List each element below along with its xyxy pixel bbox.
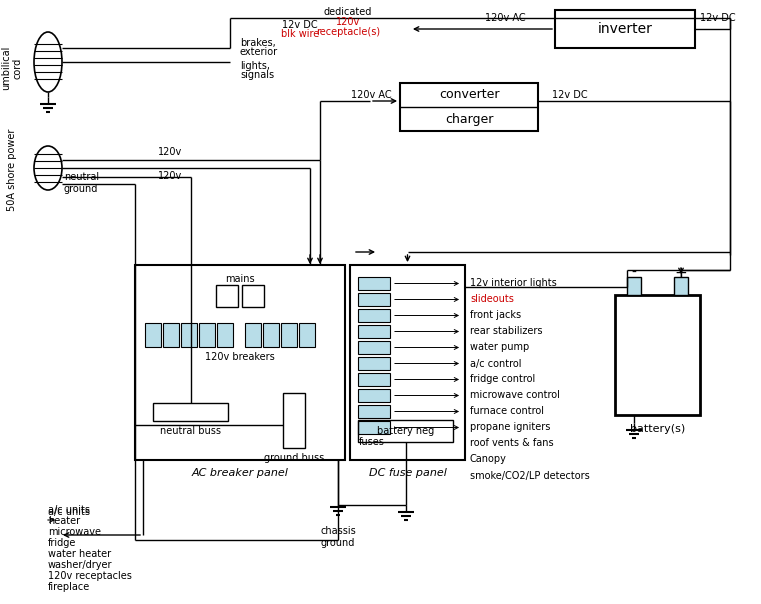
Bar <box>358 309 390 322</box>
Text: +: + <box>674 266 687 280</box>
Bar <box>358 373 390 386</box>
Bar <box>299 323 315 347</box>
Bar <box>358 420 453 442</box>
Bar <box>627 277 641 295</box>
Bar <box>135 265 345 460</box>
Bar <box>358 293 390 306</box>
Text: brakes,: brakes, <box>240 38 275 48</box>
Text: roof vents & fans: roof vents & fans <box>470 439 553 449</box>
Bar <box>615 295 700 415</box>
Text: inverter: inverter <box>597 22 652 36</box>
Text: blk wire: blk wire <box>281 29 319 39</box>
Text: fridge: fridge <box>48 538 76 548</box>
Text: microwave control: microwave control <box>470 391 560 400</box>
Bar <box>358 357 390 370</box>
Text: 50A shore power: 50A shore power <box>7 129 17 211</box>
Text: rear stabilizers: rear stabilizers <box>470 327 543 336</box>
Text: 12v DC: 12v DC <box>282 20 318 30</box>
Text: 120v AC: 120v AC <box>352 90 392 100</box>
Text: a/c units: a/c units <box>48 505 90 515</box>
Text: heater: heater <box>48 516 80 526</box>
Bar <box>358 389 390 402</box>
Text: Canopy: Canopy <box>470 454 507 464</box>
Bar <box>245 323 261 347</box>
Text: converter: converter <box>439 89 499 101</box>
Text: exterior: exterior <box>240 47 278 57</box>
Bar <box>358 325 390 338</box>
Text: DC fuse panel: DC fuse panel <box>368 468 447 478</box>
Text: 120v: 120v <box>158 147 182 157</box>
Text: 120v receptacles: 120v receptacles <box>48 571 132 581</box>
Text: 12v DC: 12v DC <box>700 13 736 23</box>
Text: 12v DC: 12v DC <box>552 90 587 100</box>
Bar <box>217 323 233 347</box>
Text: battery(s): battery(s) <box>630 424 685 434</box>
Bar <box>674 277 688 295</box>
Text: AC breaker panel: AC breaker panel <box>192 468 288 478</box>
Text: receptacle(s): receptacle(s) <box>316 27 380 37</box>
Text: 120v breakers: 120v breakers <box>205 352 275 362</box>
Text: a/c control: a/c control <box>470 359 521 368</box>
Text: mains: mains <box>225 274 255 284</box>
Bar <box>358 277 390 290</box>
Text: 12v interior lights: 12v interior lights <box>470 278 557 289</box>
Text: smoke/CO2/LP detectors: smoke/CO2/LP detectors <box>470 471 590 481</box>
Text: lights,: lights, <box>240 61 270 71</box>
Text: water heater: water heater <box>48 549 111 559</box>
Bar <box>400 83 538 131</box>
Bar <box>263 323 279 347</box>
Bar <box>358 421 390 434</box>
Text: front jacks: front jacks <box>470 310 521 321</box>
Text: signals: signals <box>240 70 274 80</box>
Text: chassis
ground: chassis ground <box>320 526 356 548</box>
Text: ground buss: ground buss <box>264 453 324 463</box>
Text: dedicated: dedicated <box>324 7 372 17</box>
Bar <box>216 285 238 307</box>
Text: battery neg: battery neg <box>377 426 434 436</box>
Text: propane igniters: propane igniters <box>470 423 550 432</box>
Text: slideouts: slideouts <box>470 295 514 304</box>
Bar <box>163 323 179 347</box>
Text: microwave: microwave <box>48 527 101 537</box>
Bar <box>153 403 228 421</box>
Bar <box>181 323 197 347</box>
Text: fireplace: fireplace <box>48 582 91 592</box>
Bar <box>145 323 161 347</box>
Text: charger: charger <box>445 112 493 126</box>
Text: washer/dryer: washer/dryer <box>48 560 113 570</box>
Text: neutral: neutral <box>64 172 99 182</box>
Text: 120v: 120v <box>336 17 360 27</box>
Text: 120v AC: 120v AC <box>485 13 525 23</box>
Bar <box>199 323 215 347</box>
Bar <box>283 393 305 448</box>
Text: -: - <box>632 266 636 280</box>
Bar <box>242 285 264 307</box>
Bar <box>358 405 390 418</box>
Bar <box>281 323 297 347</box>
Text: ground: ground <box>64 184 98 194</box>
Text: 120v: 120v <box>158 171 182 181</box>
Bar <box>555 10 695 48</box>
Text: water pump: water pump <box>470 342 529 353</box>
Text: fuses: fuses <box>359 437 385 447</box>
Text: neutral buss: neutral buss <box>160 426 221 436</box>
Text: fridge control: fridge control <box>470 374 535 385</box>
Text: umbilical
cord: umbilical cord <box>2 46 23 90</box>
Text: furnace control: furnace control <box>470 406 544 417</box>
Bar <box>350 265 465 460</box>
Text: a/c units: a/c units <box>48 507 90 517</box>
Bar <box>358 341 390 354</box>
